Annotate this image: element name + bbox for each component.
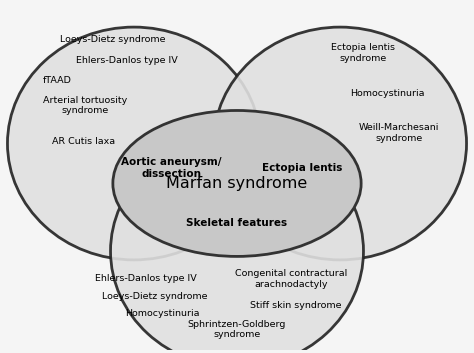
Ellipse shape — [214, 27, 466, 260]
Text: Sphrintzen-Goldberg
syndrome: Sphrintzen-Goldberg syndrome — [188, 320, 286, 339]
Text: Homocystinuria: Homocystinuria — [125, 309, 199, 318]
Text: fTAAD: fTAAD — [43, 77, 72, 85]
Text: Homocystinuria: Homocystinuria — [350, 89, 424, 98]
Text: Ehlers-Danlos type IV: Ehlers-Danlos type IV — [95, 275, 197, 283]
Text: Ectopia lentis: Ectopia lentis — [263, 163, 343, 173]
Text: Arterial tortuosity
syndrome: Arterial tortuosity syndrome — [43, 96, 127, 115]
Text: Loeys-Dietz syndrome: Loeys-Dietz syndrome — [102, 292, 208, 301]
Text: Aortic aneurysm/
dissection: Aortic aneurysm/ dissection — [121, 157, 222, 179]
Text: Congenital contractural
arachnodactyly: Congenital contractural arachnodactyly — [235, 269, 347, 289]
Text: Skeletal features: Skeletal features — [186, 219, 288, 228]
Text: Marfan syndrome: Marfan syndrome — [166, 176, 308, 191]
Ellipse shape — [8, 27, 260, 260]
Text: Ehlers-Danlos type IV: Ehlers-Danlos type IV — [76, 56, 178, 65]
Text: Weill-Marchesani
syndrome: Weill-Marchesani syndrome — [358, 123, 439, 143]
Text: Loeys-Dietz syndrome: Loeys-Dietz syndrome — [60, 35, 165, 44]
Text: AR Cutis laxa: AR Cutis laxa — [52, 137, 115, 146]
Ellipse shape — [110, 135, 364, 353]
Text: Ectopia lentis
syndrome: Ectopia lentis syndrome — [331, 43, 395, 63]
Text: Stiff skin syndrome: Stiff skin syndrome — [250, 300, 341, 310]
Ellipse shape — [113, 110, 361, 256]
